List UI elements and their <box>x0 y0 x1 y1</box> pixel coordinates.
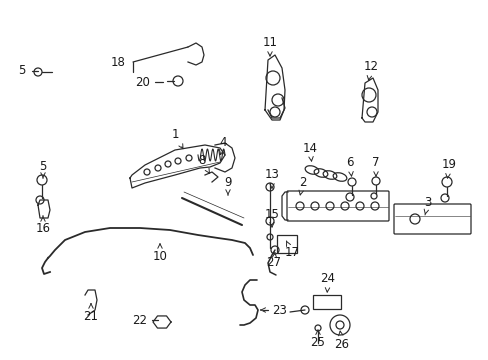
Text: 7: 7 <box>371 157 379 176</box>
Text: 17: 17 <box>284 241 299 260</box>
Text: 4: 4 <box>219 135 226 154</box>
Text: 24: 24 <box>320 273 335 292</box>
Text: 14: 14 <box>302 141 317 161</box>
Text: 16: 16 <box>36 216 50 234</box>
Text: 19: 19 <box>441 158 456 178</box>
Text: 13: 13 <box>264 168 279 188</box>
Text: 27: 27 <box>266 253 281 269</box>
Text: 1: 1 <box>171 129 183 149</box>
Text: 9: 9 <box>224 176 231 195</box>
Text: 3: 3 <box>423 197 431 215</box>
Text: 5: 5 <box>39 159 46 178</box>
Text: 11: 11 <box>262 36 277 56</box>
Text: 8: 8 <box>198 154 209 173</box>
Bar <box>312 295 340 309</box>
Text: 18: 18 <box>110 55 125 68</box>
Text: 15: 15 <box>264 207 279 227</box>
Text: 12: 12 <box>363 59 378 80</box>
Text: 21: 21 <box>83 303 98 323</box>
Text: 25: 25 <box>310 330 325 350</box>
Text: 5: 5 <box>18 63 26 77</box>
Bar <box>276 235 296 253</box>
Text: 20: 20 <box>135 76 150 89</box>
Text: 6: 6 <box>346 157 353 176</box>
Text: 23: 23 <box>272 303 287 316</box>
Text: 2: 2 <box>298 175 306 195</box>
Text: 22: 22 <box>132 314 147 327</box>
Text: 10: 10 <box>152 244 167 264</box>
Text: 26: 26 <box>334 331 349 351</box>
